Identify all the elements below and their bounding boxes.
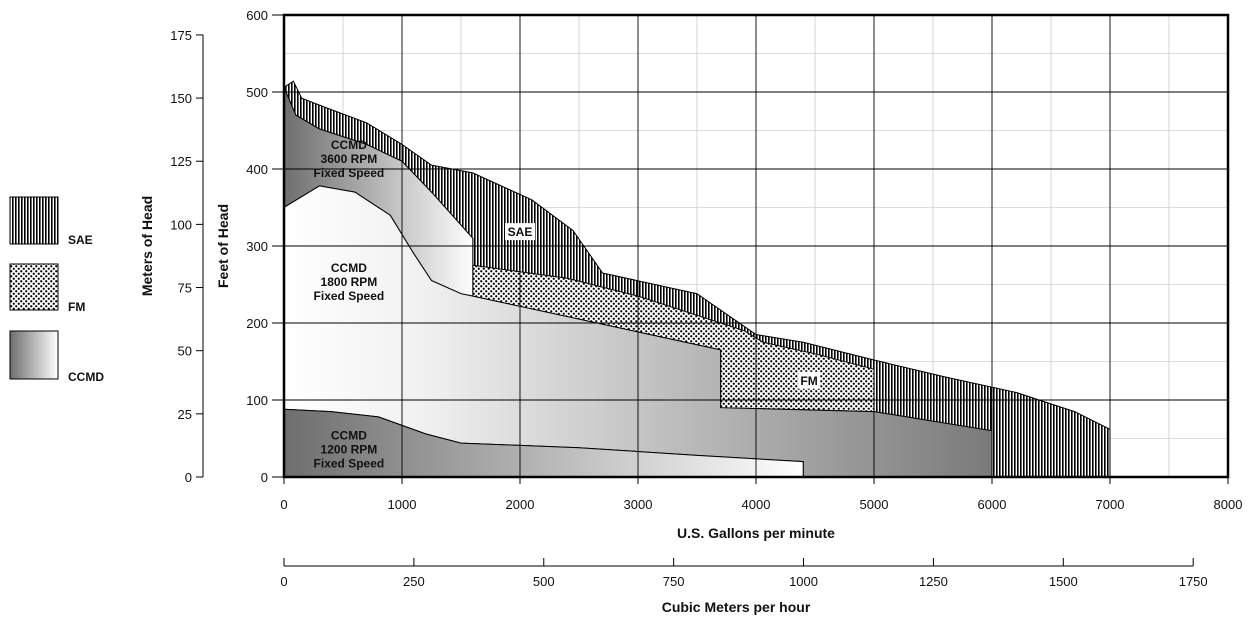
x-tick-label: 3000 [624,497,653,512]
x-tick-label: 8000 [1214,497,1243,512]
legend-swatch-ccmd [9,330,59,380]
y-axis-title: Feet of Head [215,204,231,288]
legend-label-sae: SAE [68,233,93,247]
legend-label-ccmd: CCMD [68,370,104,384]
y-tick-label: 500 [246,85,268,100]
major-grid [284,15,1228,477]
secondary-y-tick-label: 150 [170,91,192,106]
secondary-x-axis-title: Cubic Meters per hour [662,599,811,615]
x-tick-label: 5000 [860,497,889,512]
secondary-y-axis-title: Meters of Head [139,196,155,296]
secondary-x-tick-label: 500 [533,574,555,589]
secondary-x-tick-label: 1500 [1049,574,1078,589]
x-axis-title: U.S. Gallons per minute [677,525,835,541]
x-tick-label: 4000 [742,497,771,512]
region-ccmd-1200 [284,408,804,477]
secondary-x-tick-label: 1250 [919,574,948,589]
region-label-ccmd-1800: Fixed Speed [314,289,385,303]
x-tick-label: 1000 [388,497,417,512]
region-label-ccmd-1200: 1200 RPM [321,442,378,456]
axes: 0 1000 2000 3000 4000 5000 6000 7000 80000100200… [170,8,1242,589]
secondary-y-tick-label: 100 [170,217,192,232]
region-label-ccmd-3600: CCMD [331,138,367,152]
region-label-ccmd-3600: Fixed Speed [314,166,385,180]
y-tick-label: 100 [246,393,268,408]
region-label-sae: SAE [508,225,533,239]
secondary-y-tick-label: 175 [170,28,192,43]
legend-swatch-sae [9,196,59,245]
region-label-ccmd-1200: Fixed Speed [314,456,385,470]
chart-legend: SAE FM CCMD [9,196,104,384]
x-tick-label: 6000 [978,497,1007,512]
x-tick-label: 0 [280,497,287,512]
x-tick-label: 7000 [1096,497,1125,512]
secondary-x-tick-label: 1000 [789,574,818,589]
x-tick-label: 2000 [506,497,535,512]
secondary-y-tick-label: 50 [178,344,192,359]
secondary-y-tick-label: 125 [170,154,192,169]
legend-label-fm: FM [68,300,85,314]
y-tick-label: 0 [261,470,268,485]
region-label-ccmd-3600: 3600 RPM [321,152,378,166]
secondary-x-tick-label: 1750 [1179,574,1208,589]
region-label-sae-bg [505,223,535,241]
region-label-fm: FM [800,374,817,388]
y-tick-label: 300 [246,239,268,254]
secondary-y-tick-label: 25 [178,407,192,422]
plot-regions [284,80,1111,477]
secondary-y-tick-label: 75 [178,281,192,296]
legend-swatch-fm [9,263,59,311]
y-tick-label: 600 [246,8,268,23]
region-label-ccmd-1200: CCMD [331,428,367,442]
secondary-x-tick-label: 250 [403,574,425,589]
region-label-ccmd-1800: 1800 RPM [321,275,378,289]
region-label-ccmd-1800: CCMD [331,261,367,275]
secondary-x-tick-label: 750 [663,574,685,589]
secondary-y-tick-label: 0 [185,470,192,485]
region-label-fm-bg [798,371,821,389]
secondary-x-tick-label: 0 [280,574,287,589]
y-tick-label: 200 [246,316,268,331]
y-tick-label: 400 [246,162,268,177]
